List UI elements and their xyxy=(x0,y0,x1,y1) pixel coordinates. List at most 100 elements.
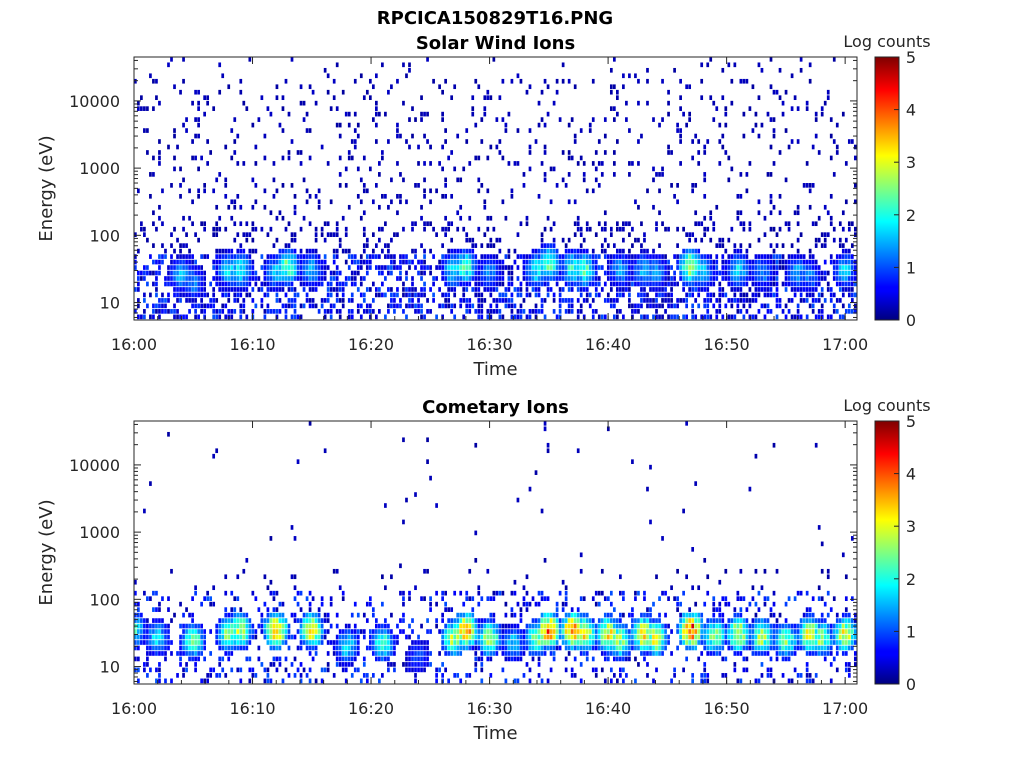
heatmap-cell xyxy=(341,651,345,656)
heatmap-cell xyxy=(314,270,318,276)
heatmap-cell xyxy=(302,612,306,618)
heatmap-cell xyxy=(730,265,734,270)
heatmap-cell xyxy=(676,243,679,248)
heatmap-cell xyxy=(233,276,237,281)
heatmap-cell xyxy=(302,270,306,276)
heatmap-cell xyxy=(772,601,776,607)
heatmap-cell xyxy=(435,276,438,281)
heatmap-cell xyxy=(140,634,143,640)
heatmap-cell xyxy=(365,678,369,684)
heatmap-cell xyxy=(688,629,692,634)
heatmap-cell xyxy=(149,314,152,320)
heatmap-cell xyxy=(465,248,469,254)
heatmap-cell xyxy=(516,623,520,629)
heatmap-cell xyxy=(504,303,508,309)
heatmap-cell xyxy=(362,656,366,662)
heatmap-cell xyxy=(841,259,845,265)
heatmap-cell xyxy=(456,133,460,139)
heatmap-cell xyxy=(513,629,517,634)
heatmap-cell xyxy=(495,144,499,150)
heatmap-cell xyxy=(266,265,270,270)
heatmap-cell xyxy=(817,292,821,298)
heatmap-cell xyxy=(682,623,685,629)
heatmap-cell xyxy=(802,281,806,287)
heatmap-cell xyxy=(579,270,583,276)
heatmap-cell xyxy=(239,254,243,259)
heatmap-cell xyxy=(718,612,722,618)
heatmap-cell xyxy=(471,254,475,259)
heatmap-cell xyxy=(691,623,695,629)
heatmap-cell xyxy=(754,314,758,320)
heatmap-cell xyxy=(176,287,179,292)
heatmap-cell xyxy=(167,144,170,150)
heatmap-cell xyxy=(227,265,231,270)
heatmap-cell xyxy=(390,270,393,276)
heatmap-cell xyxy=(396,128,399,133)
heatmap-cell xyxy=(338,133,342,139)
heatmap-cell xyxy=(564,596,568,601)
heatmap-cell xyxy=(164,303,167,309)
heatmap-cell xyxy=(480,265,484,270)
heatmap-cell xyxy=(528,276,532,281)
heatmap-cell xyxy=(682,254,685,259)
heatmap-cell xyxy=(486,215,490,221)
heatmap-cell xyxy=(384,314,387,320)
heatmap-cell xyxy=(730,270,734,276)
heatmap-cell xyxy=(447,226,451,232)
heatmap-cell xyxy=(736,590,740,596)
heatmap-cell xyxy=(558,590,562,596)
heatmap-cell xyxy=(492,276,496,281)
heatmap-cell xyxy=(585,281,589,287)
heatmap-cell xyxy=(546,243,550,248)
heatmap-cell xyxy=(664,612,667,618)
heatmap-cell xyxy=(242,259,246,265)
heatmap-cell xyxy=(459,612,463,618)
heatmap-cell xyxy=(658,265,661,270)
heatmap-cell xyxy=(353,254,357,259)
heatmap-cell xyxy=(567,78,571,84)
heatmap-cell xyxy=(179,89,182,95)
heatmap-cell xyxy=(272,607,276,612)
heatmap-cell xyxy=(459,623,463,629)
heatmap-cell xyxy=(137,287,140,292)
heatmap-cell xyxy=(685,281,688,287)
heatmap-cell xyxy=(606,634,610,640)
heatmap-cell xyxy=(832,265,836,270)
heatmap-cell xyxy=(308,276,312,281)
heatmap-cell xyxy=(278,122,282,128)
heatmap-cell xyxy=(164,678,167,684)
heatmap-cell xyxy=(362,612,366,618)
heatmap-cell xyxy=(170,568,173,574)
heatmap-cell xyxy=(498,634,502,640)
heatmap-cell xyxy=(501,117,505,122)
heatmap-cell xyxy=(838,237,842,243)
heatmap-cell xyxy=(579,281,583,287)
heatmap-cell xyxy=(709,623,713,629)
heatmap-cell xyxy=(311,298,315,303)
heatmap-cell xyxy=(652,270,655,276)
heatmap-cell xyxy=(230,281,234,287)
heatmap-cell xyxy=(751,259,755,265)
heatmap-cell xyxy=(483,629,487,634)
heatmap-cell xyxy=(736,298,740,303)
heatmap-cell xyxy=(706,62,710,68)
heatmap-cell xyxy=(245,314,249,320)
heatmap-cell xyxy=(158,629,161,634)
heatmap-cell xyxy=(474,78,478,84)
heatmap-cell xyxy=(489,309,493,314)
heatmap-cell xyxy=(293,265,297,270)
heatmap-cell xyxy=(772,634,776,640)
heatmap-cell xyxy=(242,645,246,651)
heatmap-cell xyxy=(724,623,728,629)
heatmap-cell xyxy=(652,314,655,320)
heatmap-cell xyxy=(826,95,830,101)
heatmap-cell xyxy=(555,265,559,270)
heatmap-cell xyxy=(164,254,167,259)
heatmap-cell xyxy=(516,265,520,270)
heatmap-cell xyxy=(167,62,170,68)
heatmap-cell xyxy=(185,314,188,320)
heatmap-cell xyxy=(781,111,785,117)
heatmap-cell xyxy=(558,254,562,259)
heatmap-cell xyxy=(823,232,827,237)
heatmap-cell xyxy=(447,645,451,651)
